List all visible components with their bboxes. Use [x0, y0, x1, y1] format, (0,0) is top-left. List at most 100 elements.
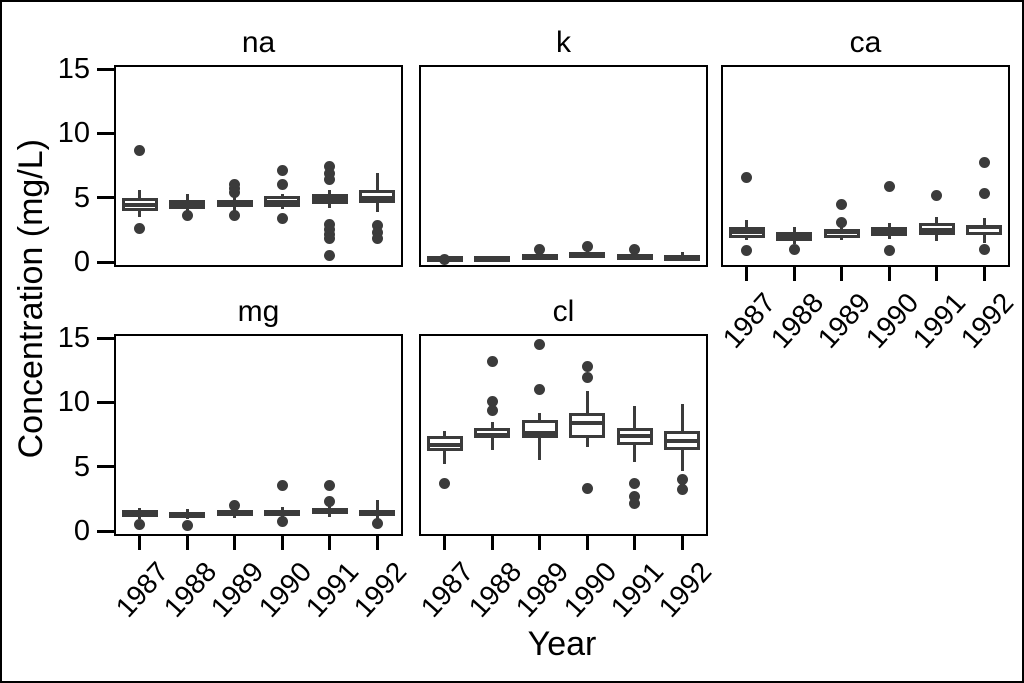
outlier-dot: [371, 220, 383, 232]
facet-panel-cl: 1987 1988 1989 1990 1991 1992: [415, 334, 717, 623]
outlier-dot: [134, 144, 146, 156]
x-axis-tick: [982, 265, 986, 281]
x-axis-tick-label: 1989: [205, 556, 270, 624]
boxplot-whisker-high: [280, 193, 284, 197]
x-axis-tick-label: 1988: [157, 556, 223, 624]
outlier-dot: [324, 250, 336, 262]
outlier-dot: [229, 210, 241, 222]
outlier-dot: [883, 244, 895, 256]
x-axis-tick: [633, 534, 637, 550]
outlier-dot: [581, 241, 593, 253]
boxplot-whisker-low: [490, 438, 494, 450]
boxplot-whisker-low: [328, 204, 332, 208]
x-axis-tick: [138, 534, 142, 550]
boxplot-whisker-low: [982, 234, 986, 243]
boxplot-median: [219, 510, 250, 515]
outlier-dot: [439, 477, 451, 489]
outlier-dot: [486, 404, 498, 416]
boxplot-median: [921, 227, 952, 232]
x-axis-tick: [585, 534, 589, 550]
facet-title-ca: ca: [849, 26, 882, 59]
x-axis-tick-label: 1987: [717, 287, 782, 355]
x-axis-tick: [280, 534, 284, 550]
boxplot-box-1989: [521, 420, 558, 439]
boxplot-whisker-high: [887, 223, 891, 228]
boxplot-whisker-low: [443, 451, 447, 465]
outlier-dot: [134, 223, 146, 235]
boxplot-median: [362, 510, 393, 515]
boxplot-median: [314, 196, 345, 201]
outlier-dot: [371, 226, 383, 238]
facet-panel-na: 0 5 10 15: [58, 53, 403, 278]
outlier-dot: [581, 360, 593, 372]
outlier-dot: [134, 519, 146, 531]
facet-title-cl: cl: [552, 295, 575, 328]
x-axis-tick-label: 1992: [652, 556, 718, 624]
boxplot-whisker-low: [633, 444, 637, 462]
boxplot-median: [731, 230, 762, 235]
boxplot-whisker-high: [935, 216, 939, 224]
x-axis-tick-label: 1987: [415, 556, 480, 624]
outlier-dot: [324, 167, 336, 179]
outlier-dot: [978, 188, 990, 200]
boxplot-whisker-low: [233, 516, 237, 519]
boxplot-whisker-low: [375, 202, 379, 212]
boxplot-whisker-high: [233, 196, 237, 201]
x-axis-tick-label: 1992: [954, 287, 1020, 355]
boxplot-median: [572, 420, 603, 425]
x-axis-tick: [538, 534, 542, 550]
outlier-dot: [629, 498, 641, 510]
x-axis-tick-label: 1991: [907, 287, 972, 355]
y-axis-tick-label: 15: [57, 53, 90, 85]
outlier-dot: [676, 484, 688, 496]
y-axis-tick-label: 0: [73, 246, 90, 278]
boxplot-whisker-high: [375, 500, 379, 510]
boxplot-median: [874, 229, 905, 234]
boxplot-whisker-high: [633, 406, 637, 429]
x-axis-tick: [443, 534, 447, 550]
facet-title-mg: mg: [237, 295, 280, 328]
y-axis-tick-label: 15: [57, 322, 90, 354]
x-axis-tick: [185, 534, 189, 550]
boxplot-median: [362, 195, 393, 200]
boxplot-median: [172, 512, 203, 517]
outlier-dot: [836, 216, 848, 228]
y-axis-tick-label: 0: [73, 515, 90, 547]
boxplot-whisker-low: [538, 438, 542, 461]
x-axis-tick-label: 1991: [605, 556, 670, 624]
boxplot-median: [619, 253, 650, 258]
outlier-dot: [836, 198, 848, 210]
boxplot-median: [667, 254, 698, 259]
boxplot-whisker-high: [375, 173, 379, 190]
y-axis-tick: [97, 336, 114, 340]
outlier-dot: [276, 212, 288, 224]
outlier-dot: [276, 516, 288, 528]
boxplot-whisker-low: [935, 234, 939, 242]
boxplot-whisker-low: [138, 210, 142, 217]
y-axis-tick: [97, 260, 114, 264]
boxplot-median: [172, 203, 203, 208]
y-axis-tick: [97, 529, 114, 533]
boxplot-whisker-low: [138, 516, 142, 520]
outlier-dot: [324, 495, 336, 507]
boxplot-whisker-low: [185, 518, 189, 520]
x-axis-tick: [680, 534, 684, 550]
boxplot-whisker-low: [745, 237, 749, 241]
x-axis-tick: [233, 534, 237, 550]
outlier-dot: [181, 210, 193, 222]
boxplot-whisker-high: [328, 189, 332, 194]
y-axis-tick: [97, 67, 114, 71]
facet-panel-k: [419, 65, 708, 267]
x-axis-tick-label: 1988: [764, 287, 830, 355]
boxplot-whisker-high: [443, 430, 447, 436]
boxplot-whisker-high: [585, 390, 589, 413]
outlier-dot: [181, 519, 193, 531]
x-axis-tick: [375, 534, 379, 550]
outlier-dot: [883, 180, 895, 192]
boxplot-median: [124, 203, 155, 208]
outlier-dot: [371, 517, 383, 529]
outlier-dot: [931, 189, 943, 201]
outlier-dot: [534, 383, 546, 395]
outlier-dot: [581, 372, 593, 384]
facet-panel-mg: 0 5 10 15 1987 1988 1989 1990 1991 1992: [58, 322, 413, 623]
